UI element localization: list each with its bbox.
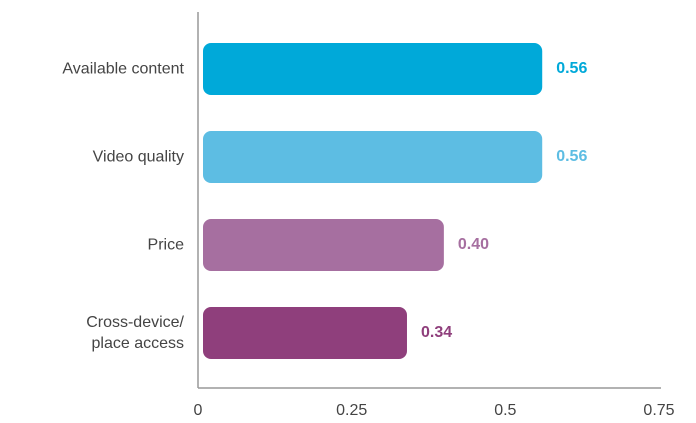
bar <box>203 43 543 95</box>
x-tick-label: 0.5 <box>494 402 516 419</box>
value-label: 0.34 <box>421 324 452 341</box>
bar <box>203 307 407 359</box>
bar <box>203 131 543 183</box>
y-tick-label: Available content <box>62 60 184 78</box>
x-tick-label: 0.25 <box>336 402 367 419</box>
value-label: 0.40 <box>458 236 489 253</box>
bar <box>203 219 444 271</box>
y-tick-label: Video quality <box>92 148 184 166</box>
x-tick-label: 0 <box>194 402 203 419</box>
x-tick-label: 0.75 <box>643 402 674 419</box>
value-label: 0.56 <box>556 60 587 77</box>
value-label: 0.56 <box>556 148 587 165</box>
y-tick-label: Cross-device/ place access <box>86 314 184 352</box>
y-tick-label: Price <box>147 236 184 254</box>
